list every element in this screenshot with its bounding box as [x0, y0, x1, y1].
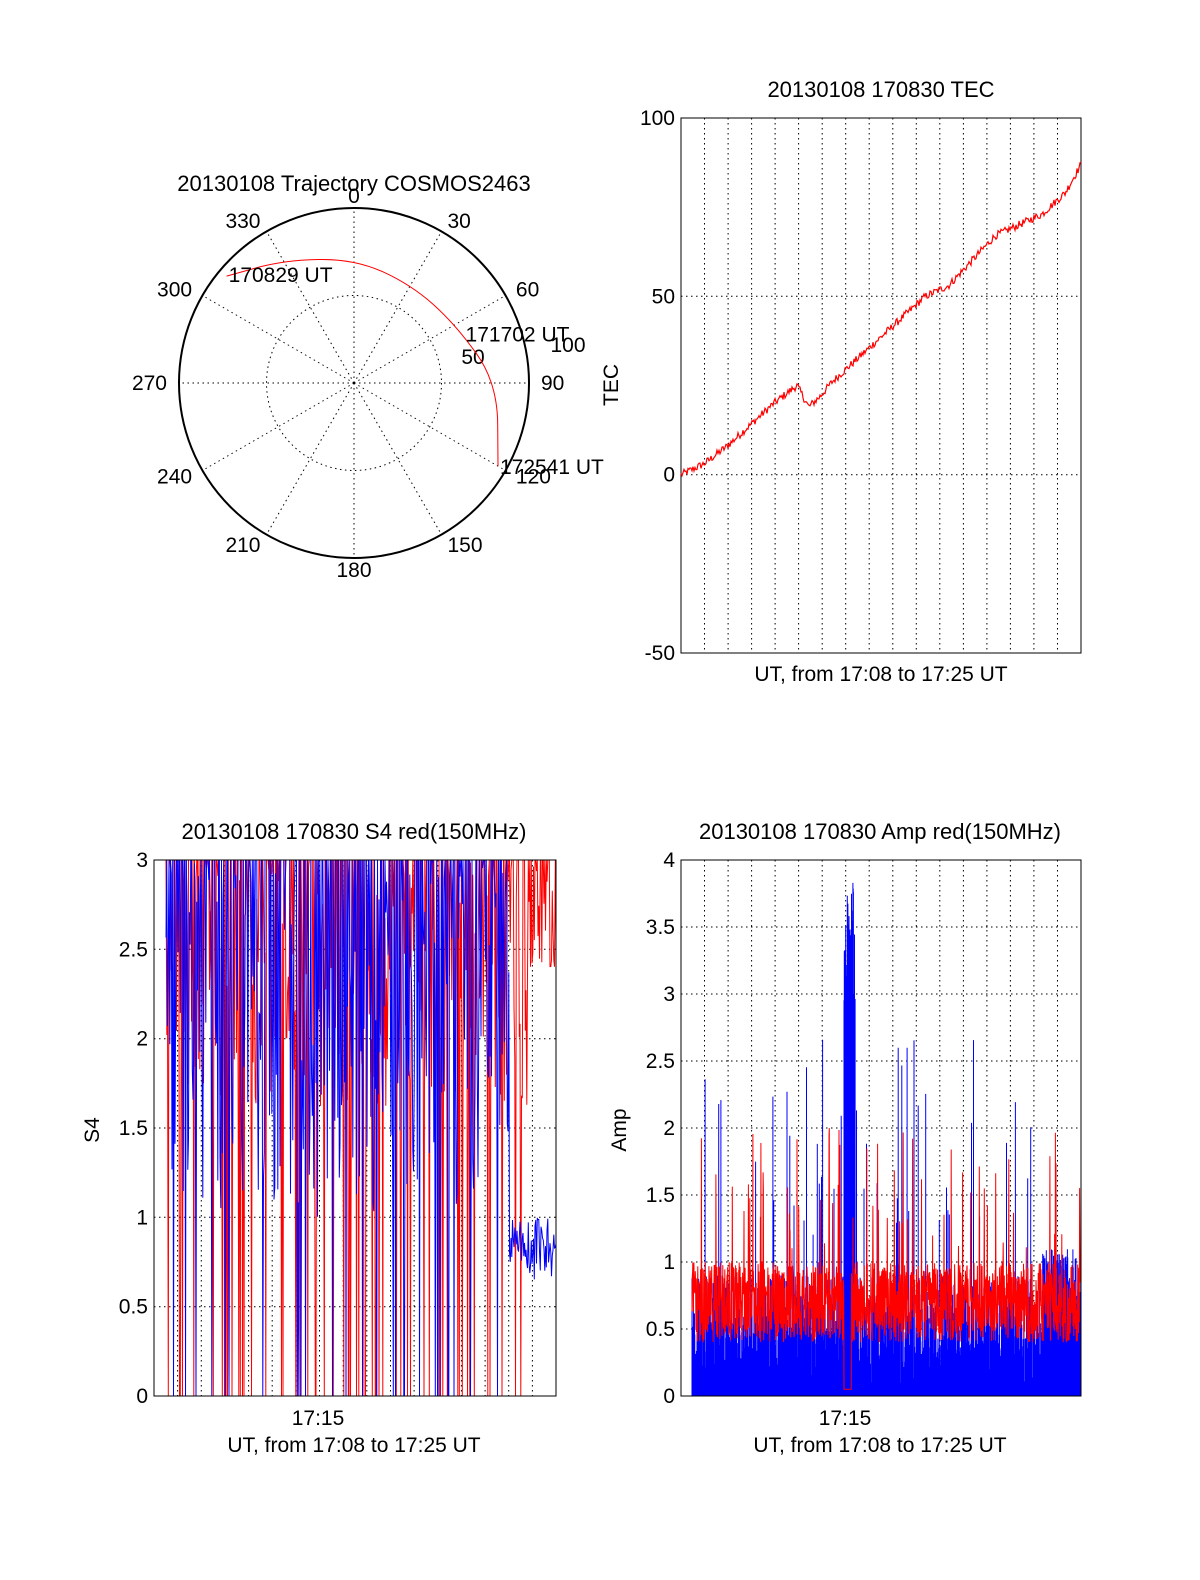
tec-y-axis-label: TEC	[600, 364, 623, 406]
s4-y-axis-label: S4	[81, 1117, 104, 1143]
polar-spoke-330	[266, 231, 355, 384]
s4-title: 20130108 170830 S4 red(150MHz)	[182, 819, 527, 844]
tec-series-line	[680, 161, 1082, 478]
polar-ring-50	[266, 295, 442, 471]
amp-ytick-0.5: 0.5	[646, 1318, 675, 1341]
s4-ytick-2: 2	[136, 1028, 148, 1051]
s4-blue-series	[165, 859, 557, 1397]
azimuth-label-210: 210	[225, 534, 260, 557]
tec-chart: 20130108 170830 TEC -50 0 50 100 TEC UT, fr…	[600, 77, 1082, 686]
trajectory-chart: 20130108 Trajectory COSMOS2463 0 30 60 90 12…	[132, 171, 604, 582]
amp-plot-frame	[680, 859, 1082, 1397]
tec-ytick-50: 50	[652, 285, 675, 308]
polar-azimuth-labels: 0 30 60 90 120 150 180 210 240 270 300 330	[132, 185, 564, 582]
polar-spoke-120	[353, 382, 506, 471]
amp-x-axis-label: UT, from 17:08 to 17:25 UT	[753, 1434, 1006, 1457]
polar-outer-ring	[178, 207, 530, 559]
polar-grid	[178, 207, 530, 559]
amp-title: 20130108 170830 Amp red(150MHz)	[699, 819, 1061, 844]
polar-spoke-60	[353, 295, 506, 384]
tec-ytick-100: 100	[640, 107, 675, 130]
polar-spoke-150	[353, 382, 442, 535]
amp-y-axis-label: Amp	[608, 1108, 631, 1151]
tec-ytick-0: 0	[663, 464, 675, 487]
trajectory-start-label: 170829 UT	[229, 264, 333, 287]
amp-ytick-2: 2	[663, 1117, 675, 1140]
tec-title: 20130108 170830 TEC	[767, 77, 994, 102]
amp-ytick-0: 0	[663, 1385, 675, 1408]
amp-chart: 20130108 170830 Amp red(150MHz) 0 0.5 1 1.5…	[608, 819, 1082, 1457]
azimuth-label-180: 180	[336, 559, 371, 582]
tec-x-axis-label: UT, from 17:08 to 17:25 UT	[754, 663, 1007, 686]
s4-ytick-0: 0	[136, 1385, 148, 1408]
amp-ytick-4: 4	[663, 849, 675, 872]
azimuth-label-270: 270	[132, 372, 167, 395]
polar-spoke-210	[266, 382, 355, 535]
azimuth-label-60: 60	[516, 279, 539, 302]
amp-x-tick-1715: 17:15	[819, 1407, 872, 1430]
amp-ytick-1.5: 1.5	[646, 1184, 675, 1207]
azimuth-label-120: 120	[516, 466, 551, 489]
s4-y-tick-labels: 0 0.5 1 1.5 2 2.5 3	[119, 849, 148, 1408]
trajectory-mid-label: 171702 UT	[466, 323, 570, 346]
radial-label-50: 50	[461, 346, 484, 369]
polar-spoke-240	[202, 382, 355, 471]
radial-label-100: 100	[550, 334, 585, 357]
amp-ytick-3.5: 3.5	[646, 916, 675, 939]
s4-x-tick-1715: 17:15	[292, 1407, 345, 1430]
amp-red-series	[691, 1128, 1082, 1390]
amp-blue-series	[691, 882, 1082, 1396]
polar-spoke-30	[353, 231, 442, 384]
azimuth-label-0: 0	[348, 185, 360, 208]
azimuth-label-300: 300	[157, 279, 192, 302]
tec-grid	[681, 118, 1081, 653]
trajectory-end-label: 172541 UT	[500, 456, 604, 479]
s4-ytick-1.5: 1.5	[119, 1117, 148, 1140]
s4-x-axis-label: UT, from 17:08 to 17:25 UT	[227, 1434, 480, 1457]
s4-ytick-2.5: 2.5	[119, 938, 148, 961]
tec-plot-frame	[680, 117, 1082, 654]
s4-ytick-0.5: 0.5	[119, 1296, 148, 1319]
s4-plot-frame	[153, 859, 557, 1397]
trajectory-line	[226, 258, 499, 467]
azimuth-label-330: 330	[225, 210, 260, 233]
azimuth-label-90: 90	[541, 372, 564, 395]
azimuth-label-150: 150	[448, 534, 483, 557]
azimuth-label-30: 30	[448, 210, 471, 233]
polar-spoke-300	[202, 295, 355, 384]
tec-ytick--50: -50	[645, 642, 675, 665]
s4-ytick-1: 1	[136, 1206, 148, 1229]
trajectory-title: 20130108 Trajectory COSMOS2463	[177, 171, 530, 196]
azimuth-label-240: 240	[157, 466, 192, 489]
amp-ytick-2.5: 2.5	[646, 1050, 675, 1073]
tec-y-tick-labels: -50 0 50 100	[640, 107, 675, 665]
s4-ytick-3: 3	[136, 849, 148, 872]
s4-chart: 20130108 170830 S4 red(150MHz) 0 0.5 1 1.5 2…	[81, 819, 557, 1457]
amp-y-tick-labels: 0 0.5 1 1.5 2 2.5 3 3.5 4	[646, 849, 676, 1408]
amp-ytick-1: 1	[663, 1251, 675, 1274]
amp-ytick-3: 3	[663, 983, 675, 1006]
